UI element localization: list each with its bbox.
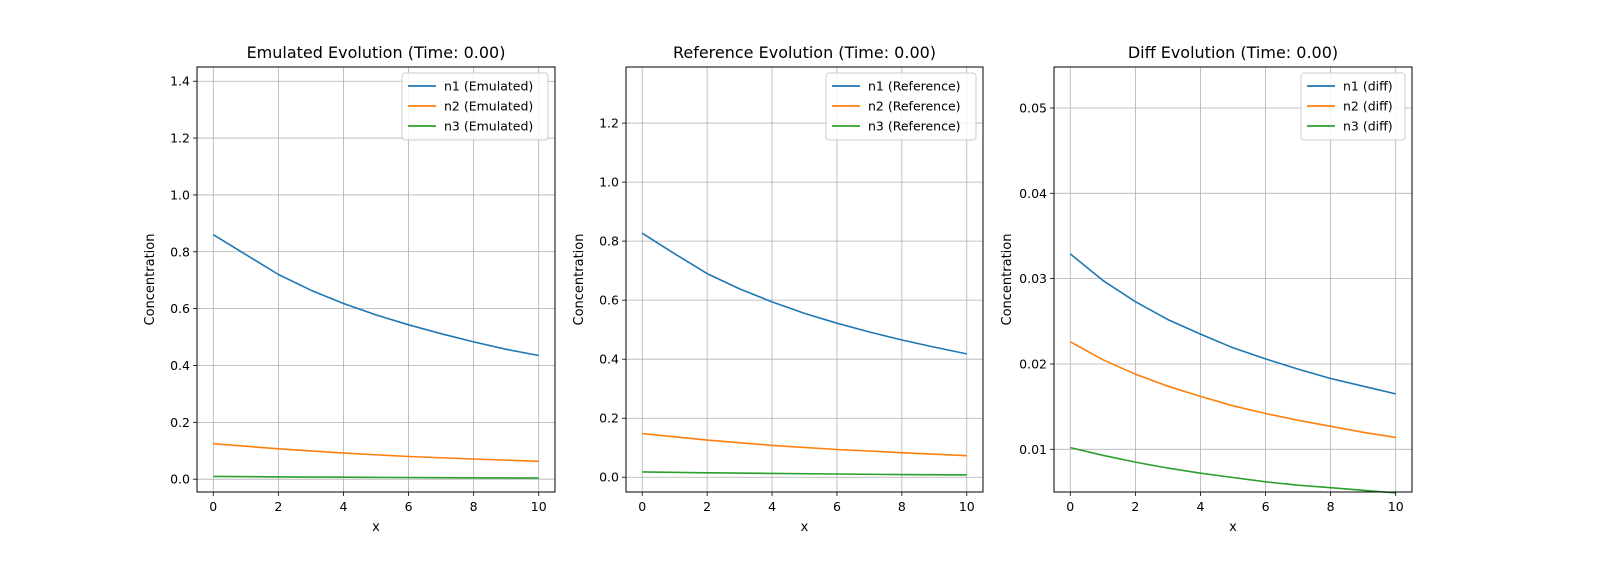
series-line-n2 <box>213 442 539 463</box>
y-tick-label: 0.4 <box>170 358 190 373</box>
x-tick-label: 10 <box>959 499 975 514</box>
y-tick-label: 0.01 <box>1019 442 1047 457</box>
x-tick-label: 6 <box>405 499 413 514</box>
y-tick-label: 1.2 <box>170 131 190 146</box>
legend: n1 (Reference) n2 (Reference) n3 (Referenc… <box>825 72 977 141</box>
series-line-n1 <box>1069 253 1396 395</box>
legend-label: n1 (Reference) <box>868 79 961 94</box>
x-tick-label: 2 <box>274 499 282 514</box>
chart-panel-1: 0 2 4 6 8 10 0.0 0.2 0.4 0.6 0.8 1.0 1.2 1.4 Emulated … <box>143 43 556 535</box>
legend: n1 (diff) n2 (diff) n3 (diff) <box>1300 72 1406 141</box>
chart-title: Reference Evolution (Time: 0.00) <box>673 43 936 62</box>
x-tick-label: 0 <box>209 499 217 514</box>
chart-title: Diff Evolution (Time: 0.00) <box>1128 43 1338 62</box>
series-line-n2 <box>642 432 967 457</box>
y-tick-label: 0.04 <box>1019 186 1047 201</box>
series-line-n3 <box>642 471 967 476</box>
x-tick-label: 2 <box>1131 499 1139 514</box>
y-tick-label: 1.0 <box>599 175 619 190</box>
x-tick-label: 4 <box>1196 499 1204 514</box>
y-tick-label: 0.2 <box>599 411 619 426</box>
x-tick-label: 10 <box>531 499 547 514</box>
y-tick-label: 0.0 <box>599 470 619 485</box>
chart-panel-3: 0 2 4 6 8 10 0.01 0.02 0.03 0.04 0.05 Diff Evolutio… <box>1000 43 1413 535</box>
legend-label: n3 (diff) <box>1343 119 1393 134</box>
series-line-n1 <box>641 232 967 355</box>
y-tick-label: 1.0 <box>170 187 190 202</box>
y-axis-label: Concentration <box>1000 234 1015 326</box>
series-line-n2 <box>1069 341 1396 439</box>
legend-box <box>401 72 549 141</box>
y-tick-label: 0.8 <box>170 244 190 259</box>
series-line-n1 <box>212 234 539 357</box>
plot-frame <box>625 66 984 493</box>
x-tick-label: 4 <box>339 499 347 514</box>
y-tick-label: 0.03 <box>1019 271 1047 286</box>
x-axis-label: x <box>372 520 380 535</box>
x-tick-label: 0 <box>1066 499 1074 514</box>
legend-label: n3 (Reference) <box>868 119 961 134</box>
x-axis-label: x <box>1229 520 1237 535</box>
y-axis-label: Concentration <box>572 234 587 326</box>
x-tick-label: 10 <box>1388 499 1404 514</box>
y-tick-label: 0.8 <box>599 234 619 249</box>
legend-label: n2 (Reference) <box>868 99 961 114</box>
y-tick-label: 0.6 <box>599 293 619 308</box>
y-tick-label: 0.02 <box>1019 356 1047 371</box>
x-tick-label: 0 <box>638 499 646 514</box>
legend: n1 (Emulated) n2 (Emulated) n3 (Emulated) <box>401 72 549 141</box>
x-tick-label: 8 <box>898 499 906 514</box>
x-tick-label: 2 <box>703 499 711 514</box>
y-tick-label: 0.2 <box>170 415 190 430</box>
legend-box <box>825 72 977 141</box>
plot-frame <box>196 66 556 493</box>
y-tick-label: 0.4 <box>599 352 619 367</box>
legend-label: n3 (Emulated) <box>444 119 533 134</box>
chart-title: Emulated Evolution (Time: 0.00) <box>247 43 506 62</box>
plot-frame <box>1053 66 1413 493</box>
y-tick-label: 0.05 <box>1019 100 1047 115</box>
x-tick-label: 6 <box>833 499 841 514</box>
y-tick-label: 1.2 <box>599 116 619 131</box>
x-tick-label: 8 <box>470 499 478 514</box>
chart-panel-2: 0 2 4 6 8 10 0.0 0.2 0.4 0.6 0.8 1.0 1.2 Reference Ev… <box>572 43 984 535</box>
y-tick-label: 0.6 <box>170 301 190 316</box>
x-tick-label: 6 <box>1262 499 1270 514</box>
series-line-n3 <box>213 475 539 479</box>
legend-label: n2 (Emulated) <box>444 99 533 114</box>
x-tick-label: 8 <box>1327 499 1335 514</box>
x-tick-label: 4 <box>768 499 776 514</box>
y-tick-label: 0.0 <box>170 472 190 487</box>
y-tick-label: 1.4 <box>170 74 190 89</box>
legend-label: n1 (Emulated) <box>444 79 533 94</box>
x-axis-label: x <box>801 520 809 535</box>
y-axis-label: Concentration <box>143 234 158 326</box>
legend-box <box>1300 72 1406 141</box>
legend-label: n1 (diff) <box>1343 79 1393 94</box>
series-line-n3 <box>1070 446 1396 494</box>
legend-label: n2 (diff) <box>1343 99 1393 114</box>
